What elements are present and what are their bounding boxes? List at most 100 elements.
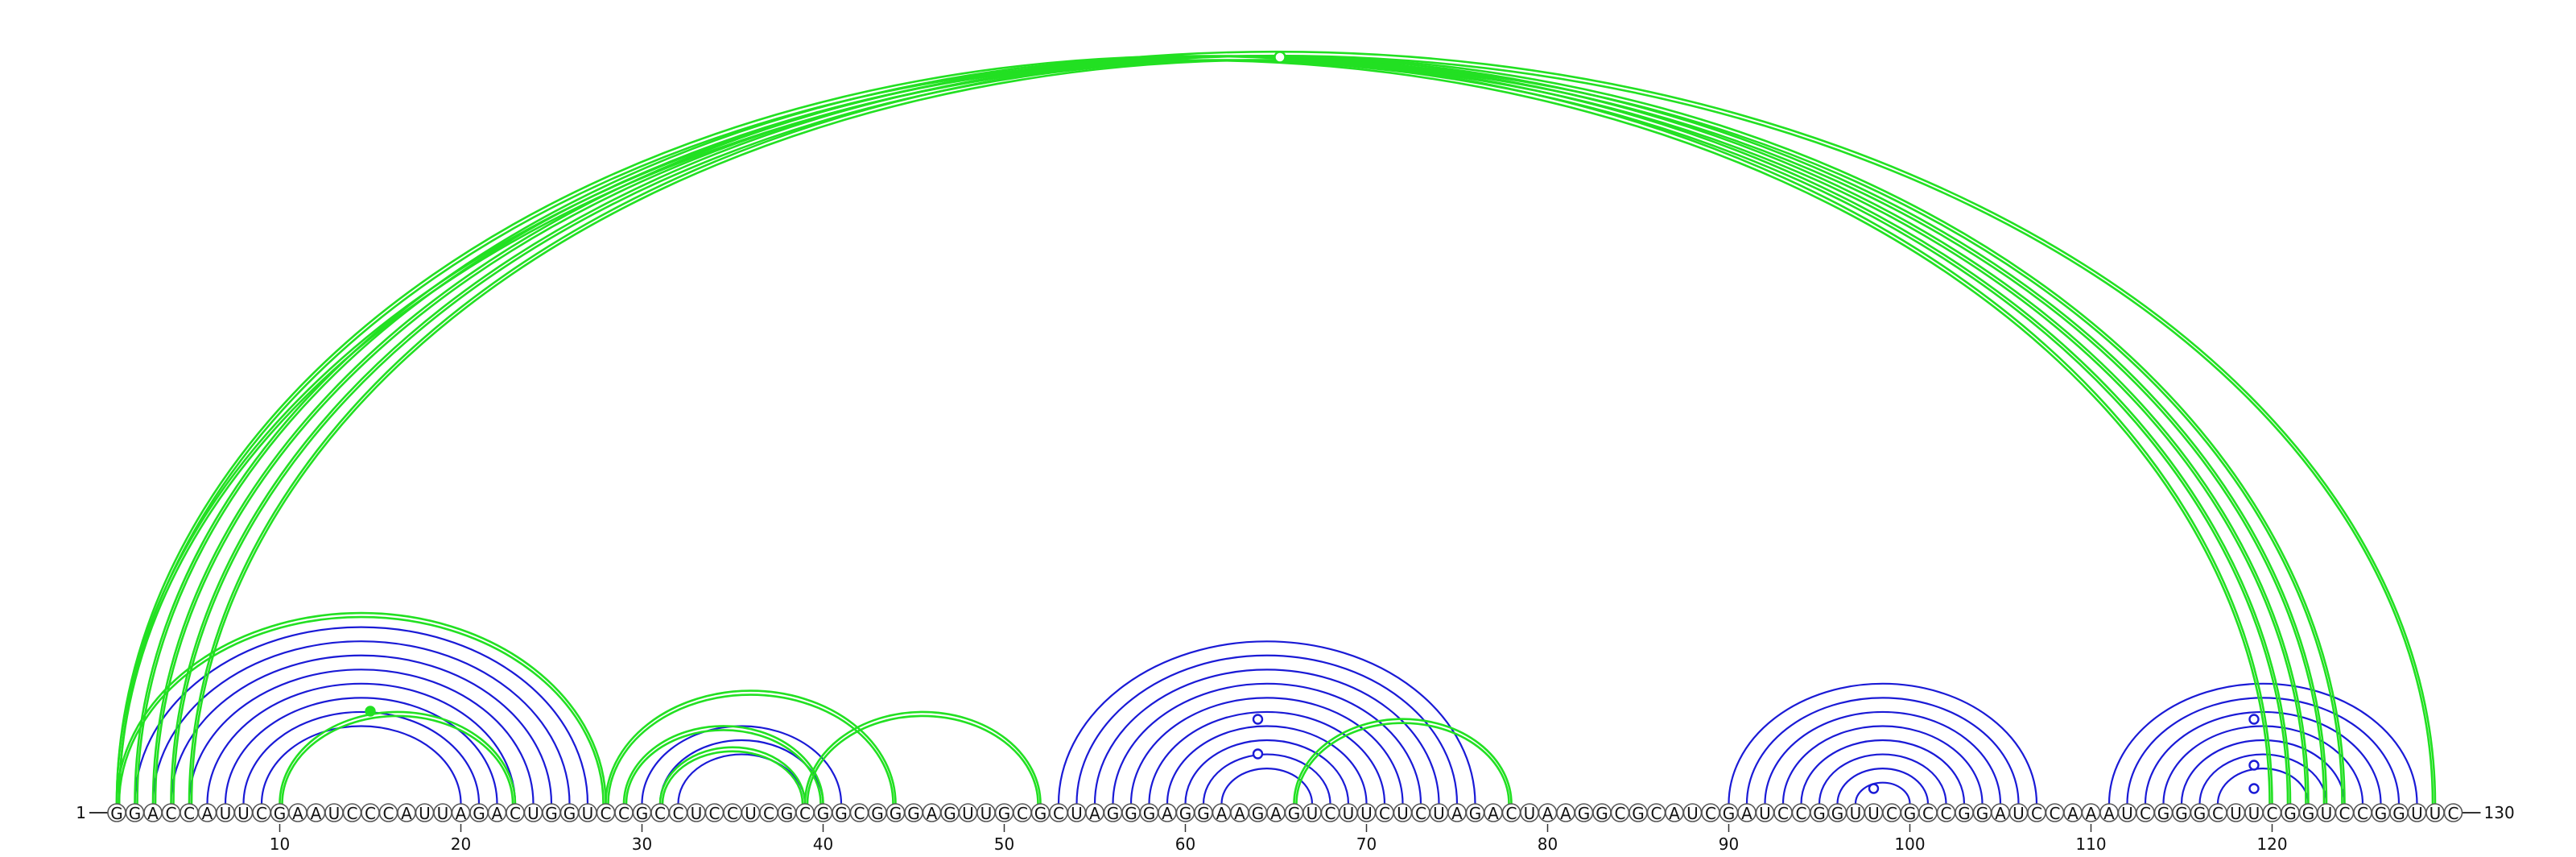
nucleotide-letter: G (2302, 804, 2315, 823)
nucleotide-50: G (994, 803, 1014, 823)
nucleotide-85: G (1629, 803, 1648, 823)
blue-pair-arc-8-21 (242, 710, 481, 805)
nucleotide-27: U (578, 803, 597, 823)
nucleotide-letter: C (365, 804, 376, 823)
nucleotide-letter: A (1216, 804, 1228, 823)
green-arc-marker (1274, 51, 1286, 64)
nucleotide-26: G (559, 803, 580, 823)
blue-pair-arc-57-72 (1129, 697, 1404, 805)
blue-pair-arc-91-106 (1745, 697, 2020, 805)
nucleotide-40: G (813, 803, 833, 823)
nucleotide-letter: U (980, 804, 993, 823)
nucleotide-22: A (487, 803, 507, 823)
nucleotide-letter: U (1397, 804, 1409, 823)
nucleotide-72: U (1393, 803, 1413, 823)
nucleotide-letter: G (1831, 804, 1844, 823)
nucleotide-69: U (1339, 803, 1358, 823)
tick-label-40: 40 (813, 834, 833, 854)
blue-pair-arc-94-103 (1800, 739, 1966, 805)
blue-pair-arc-93-104 (1781, 725, 1984, 805)
blue-pair-arc-59-70 (1166, 725, 1368, 805)
blue-pair-arc-117-122 (2216, 768, 2310, 805)
nucleotide-letter: G (1197, 804, 1210, 823)
nucleotide-91: A (1737, 803, 1757, 823)
nucleotide-102: C (1936, 803, 1956, 823)
nucleotide-letter: U (527, 804, 539, 823)
nucleotide-letter: C (2031, 804, 2042, 823)
blue-pair-arc-31-40 (658, 739, 824, 805)
green-pair-arc-inner-31-39 (661, 750, 804, 805)
nucleotide-74: U (1429, 803, 1449, 823)
blue-pair-arc-95-102 (1818, 753, 1947, 805)
nucleotide-letter: U (1850, 804, 1862, 823)
nucleotide-84: C (1610, 803, 1630, 823)
green-pair-arc-3-122 (151, 55, 2310, 805)
nucleotide-115: G (2172, 803, 2191, 823)
nucleotide-letter: G (2375, 804, 2388, 823)
nucleotide-109: A (2063, 803, 2083, 823)
green-arc-marker (365, 706, 376, 717)
nucleotide-letter: U (1307, 804, 1319, 823)
nucleotide-letter: C (2050, 804, 2061, 823)
nucleotide-60: G (1175, 803, 1195, 823)
nucleotide-letter: U (691, 804, 703, 823)
nucleotide-letter: A (2067, 804, 2079, 823)
nucleotide-51: C (1013, 803, 1032, 823)
nucleotide-119: U (2244, 803, 2264, 823)
nucleotide-letter: C (1379, 804, 1390, 823)
nucleotide-letter: G (1469, 804, 1482, 823)
nucleotide-letter: G (998, 804, 1011, 823)
tick-label-30: 30 (632, 834, 652, 854)
nucleotide-letter: C (673, 804, 684, 823)
blue-pair-arc-58-71 (1148, 710, 1386, 805)
nucleotide-57: G (1121, 803, 1141, 823)
nucleotide-116: G (2190, 803, 2210, 823)
nucleotide-letter: U (2248, 804, 2260, 823)
nucleotide-46: A (922, 803, 942, 823)
nucleotide-55: A (1085, 803, 1104, 823)
nucleotide-1: G (107, 803, 126, 823)
green-pair-arc-inner-66-78 (1295, 722, 1510, 805)
nucleotide-39: C (795, 803, 815, 823)
nucleotide-letter: U (582, 804, 594, 823)
green-pair-arc-1-120 (115, 55, 2273, 805)
nucleotide-62: A (1212, 803, 1232, 823)
nucleotide-letter: C (2339, 804, 2351, 823)
nucleotide-73: C (1411, 803, 1430, 823)
nucleotide-32: C (668, 803, 688, 823)
nucleotide-letter: C (1651, 804, 1662, 823)
nucleotide-11: A (288, 803, 308, 823)
nucleotide-114: G (2153, 803, 2174, 823)
nucleotide-letter: G (110, 804, 123, 823)
blue-pair-arc-112-127 (2126, 697, 2401, 805)
nucleotide-letter: G (781, 804, 794, 823)
blue-arc-marker (2248, 783, 2260, 794)
nucleotide-77: A (1484, 803, 1503, 823)
nucleotide-letter: G (943, 804, 956, 823)
nucleotide-9: C (252, 803, 271, 823)
nucleotide-6: A (197, 803, 217, 823)
blue-pair-arc-60-69 (1184, 739, 1350, 805)
nucleotide-letter: U (2321, 804, 2333, 823)
nucleotide-letter: A (927, 804, 938, 823)
nucleotide-letter: C (2212, 804, 2223, 823)
nucleotide-letter: G (564, 804, 576, 823)
nucleotide-letter: G (817, 804, 830, 823)
nucleotide-letter: G (1976, 804, 1989, 823)
nucleotide-letter: G (1596, 804, 1608, 823)
nucleotide-16: C (378, 803, 398, 823)
nucleotide-49: U (976, 803, 996, 823)
nucleotide-letter: A (1669, 804, 1680, 823)
nucleotide-8: U (233, 803, 254, 823)
nucleotide-letter: U (1524, 804, 1536, 823)
nucleotide-13: U (324, 803, 344, 823)
green-pair-arc-inner-39-52 (806, 714, 1039, 805)
nucleotide-76: G (1465, 803, 1485, 823)
nucleotide-75: A (1447, 803, 1467, 823)
nucleotide-letter: A (1451, 804, 1463, 823)
green-pair-arc-1-129 (115, 50, 2437, 805)
green-pair-arc-1-28 (115, 611, 607, 805)
nucleotide-34: C (704, 803, 724, 823)
